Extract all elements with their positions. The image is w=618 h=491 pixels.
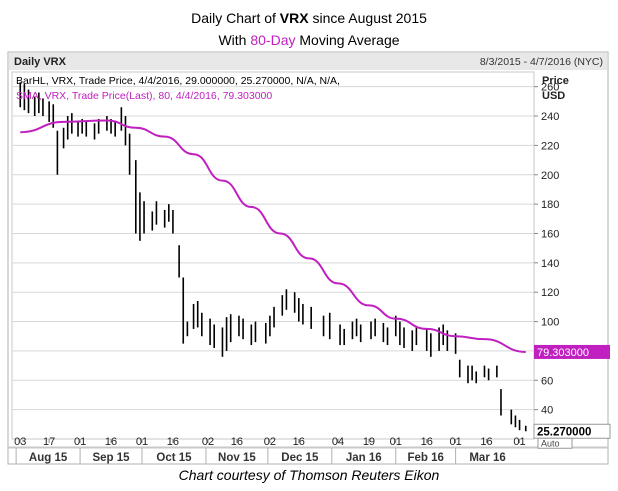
y-axis-title-1: Price bbox=[542, 75, 569, 87]
subtitle-suffix: Moving Average bbox=[295, 32, 400, 48]
chart-title-line-1: Daily Chart of VRX since August 2015 bbox=[0, 10, 618, 26]
chart-caption: Chart courtesy of Thomson Reuters Eikon bbox=[178, 467, 440, 483]
subtitle-prefix: With bbox=[218, 32, 251, 48]
month-label: Feb 16 bbox=[407, 452, 443, 464]
panel-title: Daily VRX bbox=[14, 56, 67, 68]
y-tick-label: 100 bbox=[541, 317, 559, 329]
sma-value-label: 79.303000 bbox=[537, 347, 589, 359]
title-ticker: VRX bbox=[279, 10, 309, 26]
x-tick-label: 02 bbox=[264, 436, 276, 448]
month-label: Nov 15 bbox=[218, 452, 256, 464]
x-tick-label: 01 bbox=[390, 436, 402, 448]
grid bbox=[12, 86, 534, 411]
x-axis: 03 17 01 16 01 16 02 16 02 16 04 19 01 16 01 16 01 bbox=[8, 436, 608, 448]
sma-line bbox=[20, 119, 526, 353]
x-tick-label: 16 bbox=[293, 436, 305, 448]
legend-price: BarHL, VRX, Trade Price, 4/4/2016, 29.00… bbox=[16, 75, 340, 87]
month-label: Aug 15 bbox=[29, 452, 68, 464]
panel-header bbox=[9, 53, 607, 70]
y-tick-label: 40 bbox=[541, 405, 553, 417]
x-tick-label: 19 bbox=[363, 436, 375, 448]
legend-sma: SMA, VRX, Trade Price(Last), 80, 4/4/201… bbox=[16, 90, 272, 102]
title-prefix: Daily Chart of bbox=[191, 10, 280, 26]
x-tick-label: 16 bbox=[421, 436, 433, 448]
last-price-label: 25.270000 bbox=[537, 426, 591, 438]
y-tick-label: 200 bbox=[541, 170, 559, 182]
x-tick-label: 01 bbox=[449, 436, 461, 448]
plot-area bbox=[11, 71, 535, 440]
y-tick-label: 140 bbox=[541, 258, 559, 270]
x-tick-label: 16 bbox=[480, 436, 492, 448]
month-label: Oct 15 bbox=[156, 452, 192, 464]
month-label: Dec 15 bbox=[281, 452, 319, 464]
sma-value-box bbox=[534, 344, 610, 359]
y-tick-label: 120 bbox=[541, 287, 559, 299]
subtitle-accent: 80-Day bbox=[250, 32, 296, 48]
x-tick-label: 16 bbox=[231, 436, 243, 448]
y-tick-label: 220 bbox=[541, 140, 559, 152]
y-tick-label: 160 bbox=[541, 228, 559, 240]
date-range: 8/3/2015 - 4/7/2016 (NYC) bbox=[480, 56, 603, 68]
x-tick-label: 16 bbox=[167, 436, 179, 448]
x-tick-label: 04 bbox=[332, 436, 344, 448]
x-tick-label: 01 bbox=[513, 436, 525, 448]
chart: Daily VRX 8/3/2015 - 4/7/2016 (NYC) BarH… bbox=[7, 51, 611, 465]
y-tick-label: 180 bbox=[541, 199, 559, 211]
month-label: Mar 16 bbox=[469, 452, 505, 464]
price-bars bbox=[19, 82, 527, 432]
auto-label: Auto bbox=[541, 438, 560, 448]
title-suffix: since August 2015 bbox=[308, 10, 427, 26]
x-tick-label: 17 bbox=[43, 436, 55, 448]
x-tick-label: 01 bbox=[136, 436, 148, 448]
x-tick-label: 16 bbox=[105, 436, 117, 448]
month-label: Sep 15 bbox=[92, 452, 130, 464]
month-axis: Aug 15 Sep 15 Oct 15 Nov 15 Dec 15 Jan 16 Feb … bbox=[8, 447, 608, 464]
month-label: Jan 16 bbox=[346, 452, 382, 464]
chart-title-line-2: With 80-Day Moving Average bbox=[0, 32, 618, 48]
x-tick-label: 03 bbox=[14, 436, 26, 448]
auto-box bbox=[537, 437, 573, 449]
y-axis-title-2: USD bbox=[542, 90, 565, 102]
x-tick-label: 02 bbox=[202, 436, 214, 448]
y-tick-label: 260 bbox=[541, 82, 559, 94]
y-tick-label: 60 bbox=[541, 375, 553, 387]
x-tick-label: 01 bbox=[74, 436, 86, 448]
y-tick-label: 240 bbox=[541, 111, 559, 123]
